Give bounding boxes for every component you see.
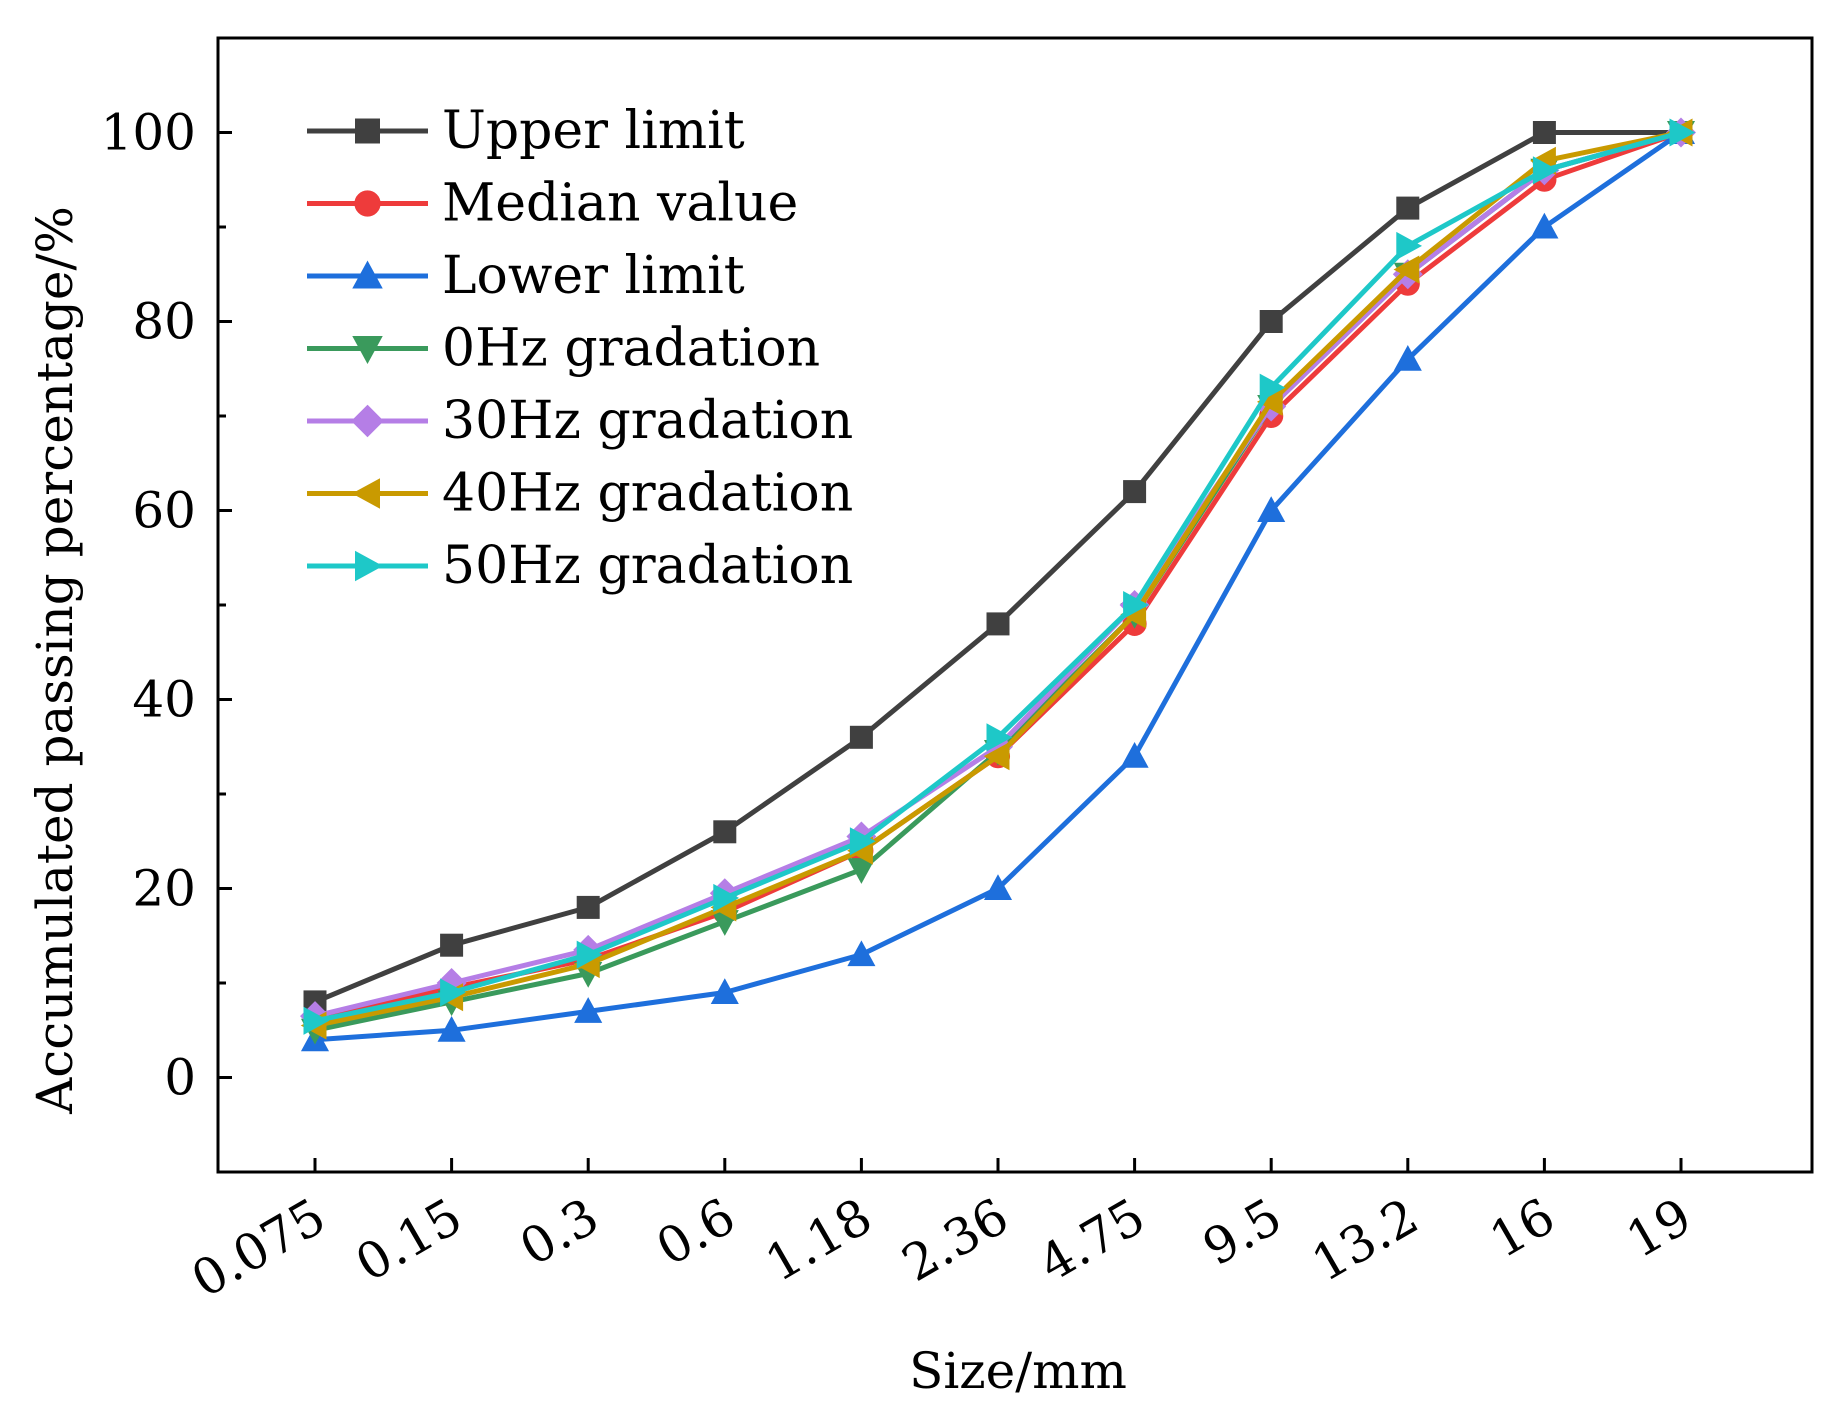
data-point	[1393, 255, 1420, 284]
series-layer	[299, 117, 1697, 1052]
data-point	[1393, 345, 1422, 371]
data-point	[576, 940, 603, 969]
data-point	[1120, 741, 1149, 768]
data-point	[847, 858, 876, 884]
x-tick-label: 19	[1617, 1187, 1701, 1269]
y-tick-label: 60	[132, 482, 196, 540]
data-point	[1123, 480, 1147, 504]
data-point	[1396, 231, 1423, 260]
legend-item: 0Hz gradation	[307, 319, 820, 379]
data-point	[437, 1016, 466, 1042]
data-point	[1259, 373, 1286, 402]
legend-item: Median value	[307, 174, 798, 234]
legend-item: Upper limit	[307, 101, 745, 161]
legend-marker	[352, 478, 380, 509]
data-point	[1123, 590, 1149, 620]
y-tick-label: 40	[132, 671, 196, 729]
data-point	[1669, 118, 1696, 147]
axes-layer: 0 20 40 60 80 100 0.075 0.15 0.3 0.6 1.18 2.36 4.75 9…	[26, 36, 1814, 1400]
data-point	[1259, 310, 1283, 333]
x-tick-label: 13.2	[1302, 1187, 1427, 1293]
y-tick-label: 0	[164, 1049, 196, 1107]
data-point	[303, 1006, 330, 1035]
legend-marker	[351, 404, 384, 438]
data-point	[713, 820, 737, 844]
data-point	[983, 874, 1013, 900]
x-tick-label: 0.3	[510, 1187, 608, 1277]
data-point	[440, 933, 464, 957]
legend: Upper limit Median value Lower limit 0Hz gr…	[307, 101, 853, 596]
x-tick-label: 0.15	[346, 1187, 471, 1293]
data-point	[1530, 212, 1559, 239]
legend-item: 40Hz gradation	[307, 464, 853, 524]
data-point	[849, 827, 876, 856]
data-point	[986, 612, 1010, 636]
data-point	[849, 725, 873, 749]
legend-item: Lower limit	[307, 246, 745, 306]
data-point	[574, 997, 603, 1023]
y-tick-label: 20	[132, 860, 196, 918]
series-lower-limit	[300, 118, 1696, 1052]
legend-label: 50Hz gradation	[442, 536, 853, 596]
y-axis-label: Accumulated passing percentage/%	[26, 206, 84, 1115]
series-50hz-gradation	[303, 118, 1696, 1035]
x-tick-label: 4.75	[1029, 1187, 1154, 1293]
data-point	[847, 940, 876, 967]
x-tick-label: 16	[1480, 1187, 1564, 1269]
y-tick-label: 80	[132, 293, 196, 351]
legend-label: 40Hz gradation	[442, 464, 853, 524]
legend-item: 50Hz gradation	[307, 536, 853, 596]
x-tick-label: 0.075	[182, 1187, 335, 1309]
x-tick-label: 1.18	[756, 1187, 881, 1293]
legend-label: 0Hz gradation	[442, 319, 820, 379]
x-tick-label: 2.36	[893, 1187, 1018, 1293]
legend-marker	[355, 118, 380, 144]
data-point	[1257, 496, 1286, 522]
x-axis-label: Size/mm	[909, 1342, 1127, 1400]
legend-label: Median value	[442, 174, 798, 234]
legend-marker	[354, 190, 381, 217]
legend-item: 30Hz gradation	[307, 391, 853, 451]
legend-label: Upper limit	[442, 101, 745, 161]
legend-marker	[352, 260, 383, 289]
data-point	[1532, 121, 1556, 144]
series-upper-limit	[303, 121, 1693, 1014]
data-point	[440, 978, 466, 1007]
y-tick-label: 100	[101, 104, 196, 162]
x-tick-label: 0.6	[647, 1187, 745, 1277]
legend-label: Lower limit	[442, 246, 745, 306]
legend-label: 30Hz gradation	[442, 391, 853, 451]
data-point	[983, 742, 1010, 771]
data-point	[710, 978, 739, 1004]
x-tick-label: 9.5	[1193, 1187, 1291, 1277]
data-point	[1532, 156, 1559, 185]
data-point	[576, 895, 600, 919]
legend-marker	[355, 550, 383, 582]
legend-marker	[352, 336, 383, 364]
data-point	[1396, 196, 1420, 220]
data-point	[986, 723, 1013, 752]
data-point	[713, 883, 740, 912]
